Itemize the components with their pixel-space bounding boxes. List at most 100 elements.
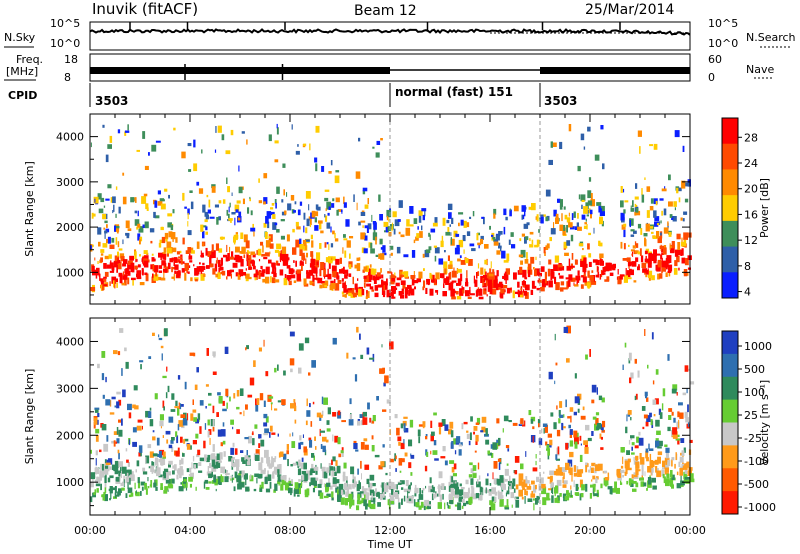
heatmap-cell xyxy=(263,422,268,427)
heatmap-cell xyxy=(233,257,235,261)
heatmap-cell xyxy=(163,328,168,337)
heatmap-cell xyxy=(95,428,100,434)
heatmap-cell xyxy=(630,479,634,487)
heatmap-cell xyxy=(492,237,496,240)
heatmap-cell xyxy=(136,425,142,431)
heatmap-cell xyxy=(211,459,215,467)
heatmap-cell xyxy=(171,478,175,484)
heatmap-cell xyxy=(391,296,396,299)
heatmap-cell xyxy=(258,200,263,204)
velocity-colorbar-label: 100 xyxy=(744,386,765,399)
heatmap-cell xyxy=(114,486,117,494)
heatmap-cell xyxy=(310,234,313,240)
heatmap-cell xyxy=(280,250,282,258)
heatmap-cell xyxy=(104,475,107,483)
heatmap-cell xyxy=(367,402,370,410)
heatmap-cell xyxy=(469,286,471,294)
heatmap-cell xyxy=(587,270,590,278)
heatmap-cell xyxy=(503,415,509,422)
heatmap-cell xyxy=(654,398,659,405)
heatmap-cell xyxy=(498,285,501,290)
velocity-colorbar-segment xyxy=(722,422,738,446)
heatmap-cell xyxy=(258,178,260,183)
heatmap-cell xyxy=(454,247,460,255)
heatmap-cell xyxy=(137,481,141,489)
heatmap-cell xyxy=(435,272,440,280)
heatmap-cell xyxy=(584,444,588,448)
heatmap-cell xyxy=(297,486,301,495)
heatmap-cell xyxy=(361,288,365,296)
heatmap-cell xyxy=(253,273,258,278)
heatmap-cell xyxy=(568,212,570,217)
heatmap-cell xyxy=(224,476,229,483)
heatmap-cell xyxy=(371,420,375,424)
heatmap-cell xyxy=(668,201,673,207)
heatmap-cell xyxy=(177,447,180,454)
heatmap-cell xyxy=(542,423,548,427)
heatmap-cell xyxy=(297,483,303,488)
heatmap-cell xyxy=(130,262,135,270)
heatmap-cell xyxy=(389,245,394,250)
heatmap-cell xyxy=(395,282,400,287)
heatmap-cell xyxy=(510,232,514,237)
heatmap-cell xyxy=(547,448,550,456)
heatmap-cell xyxy=(274,140,279,144)
heatmap-cell xyxy=(370,503,376,510)
heatmap-cell xyxy=(171,257,174,261)
heatmap-cell xyxy=(418,494,424,500)
heatmap-cell xyxy=(153,482,157,488)
heatmap-cell xyxy=(272,458,276,463)
heatmap-cell xyxy=(170,232,176,240)
heatmap-cell xyxy=(319,221,322,230)
velocity-colorbar-segment xyxy=(722,445,738,469)
heatmap-cell xyxy=(90,496,93,503)
heatmap-cell xyxy=(597,463,603,471)
heatmap-cell xyxy=(417,226,419,230)
heatmap-cell xyxy=(368,481,370,488)
heatmap-cell xyxy=(303,278,307,286)
heatmap-cell xyxy=(563,480,568,485)
heatmap-cell xyxy=(189,260,193,263)
heatmap-cell xyxy=(138,445,143,453)
heatmap-cell xyxy=(284,475,287,482)
heatmap-cell xyxy=(363,266,368,271)
heatmap-cell xyxy=(418,210,423,216)
heatmap-cell xyxy=(259,393,264,401)
heatmap-cell xyxy=(492,442,498,450)
heatmap-cell xyxy=(398,231,401,235)
heatmap-cell xyxy=(172,470,175,475)
heatmap-cell xyxy=(448,481,450,486)
heatmap-cell xyxy=(520,260,523,265)
heatmap-cell xyxy=(574,259,578,265)
heatmap-cell xyxy=(329,466,334,471)
heatmap-cell xyxy=(222,270,226,276)
heatmap-cell xyxy=(230,419,234,425)
heatmap-cell xyxy=(247,251,250,254)
heatmap-cell xyxy=(389,341,394,350)
heatmap-cell xyxy=(419,488,421,495)
heatmap-cell xyxy=(302,239,307,246)
heatmap-cell xyxy=(573,411,577,416)
heatmap-cell xyxy=(458,496,463,502)
heatmap-cell xyxy=(375,277,380,281)
heatmap-cell xyxy=(508,486,510,492)
heatmap-cell xyxy=(595,274,599,278)
heatmap-cell xyxy=(311,254,314,260)
heatmap-cell xyxy=(470,478,474,485)
heatmap-cell xyxy=(410,472,413,476)
heatmap-cell xyxy=(533,503,535,511)
heatmap-cell xyxy=(213,464,219,469)
heatmap-cell xyxy=(583,146,586,150)
heatmap-cell xyxy=(630,208,635,212)
heatmap-cell xyxy=(148,411,152,418)
heatmap-cell xyxy=(465,258,469,264)
heatmap-cell xyxy=(635,457,638,465)
heatmap-cell xyxy=(324,242,327,248)
heatmap-cell xyxy=(319,268,321,277)
heatmap-cell xyxy=(374,454,380,458)
heatmap-cell xyxy=(387,226,391,232)
heatmap-cell xyxy=(680,241,686,247)
heatmap-cell xyxy=(250,251,255,256)
heatmap-cell xyxy=(514,456,520,463)
heatmap-cell xyxy=(368,242,372,248)
